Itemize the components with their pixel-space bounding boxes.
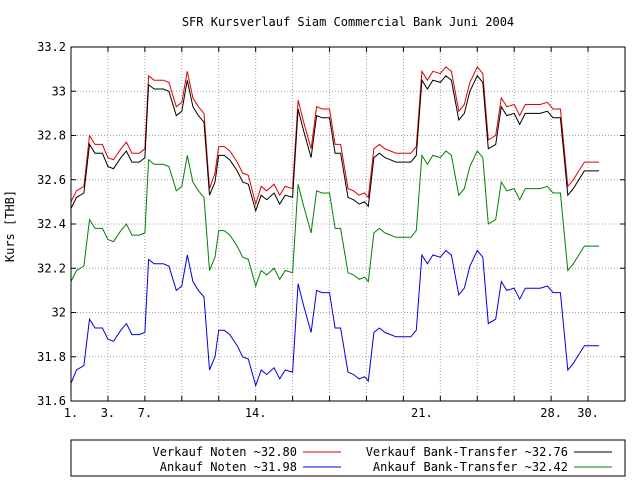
y-tick-label: 32.8 — [37, 129, 66, 143]
series-line-3 — [70, 249, 600, 388]
series-line-0 — [70, 65, 600, 206]
y-tick-label: 33 — [52, 84, 66, 98]
y-tick-label: 31.8 — [37, 350, 66, 364]
plot-frame — [70, 46, 626, 402]
x-tick-label: 14. — [245, 406, 267, 420]
legend-label: Verkauf Bank-Transfer ~32.76 — [366, 445, 568, 459]
series-line-2 — [70, 150, 600, 288]
y-tick-label: 33.2 — [37, 40, 66, 54]
legend-label: Ankauf Bank-Transfer ~32.42 — [373, 460, 568, 474]
x-tick-label: 30. — [577, 406, 599, 420]
legend: Verkauf Noten ~32.80 Verkauf Bank-Transfe… — [70, 439, 626, 477]
x-tick-label: 21. — [411, 406, 433, 420]
y-tick-label: 32.6 — [37, 173, 66, 187]
legend-label: Verkauf Noten ~32.80 — [153, 445, 298, 459]
x-tick-label: 28. — [540, 406, 562, 420]
chart-title: SFR Kursverlauf Siam Commercial Bank Jun… — [182, 15, 514, 29]
x-tick-label: 7. — [138, 406, 152, 420]
axis-ticks: 31.6 31.8 32 32.2 32.4 32.6 32.8 33 33.2 1. 3. 7. 14… — [37, 40, 626, 420]
legend-label: Ankauf Noten ~31.98 — [160, 460, 297, 474]
y-tick-label: 32 — [52, 306, 66, 320]
series-lines — [70, 65, 600, 388]
y-tick-label: 32.2 — [37, 261, 66, 275]
y-tick-label: 32.4 — [37, 217, 66, 231]
grid — [71, 47, 625, 401]
y-axis-label: Kurs [THB] — [3, 190, 17, 262]
y-tick-label: 31.6 — [37, 394, 66, 408]
legend-box — [70, 439, 626, 477]
x-tick-label: 1. — [64, 406, 78, 420]
x-tick-label: 3. — [101, 406, 115, 420]
series-line-1 — [70, 74, 600, 213]
